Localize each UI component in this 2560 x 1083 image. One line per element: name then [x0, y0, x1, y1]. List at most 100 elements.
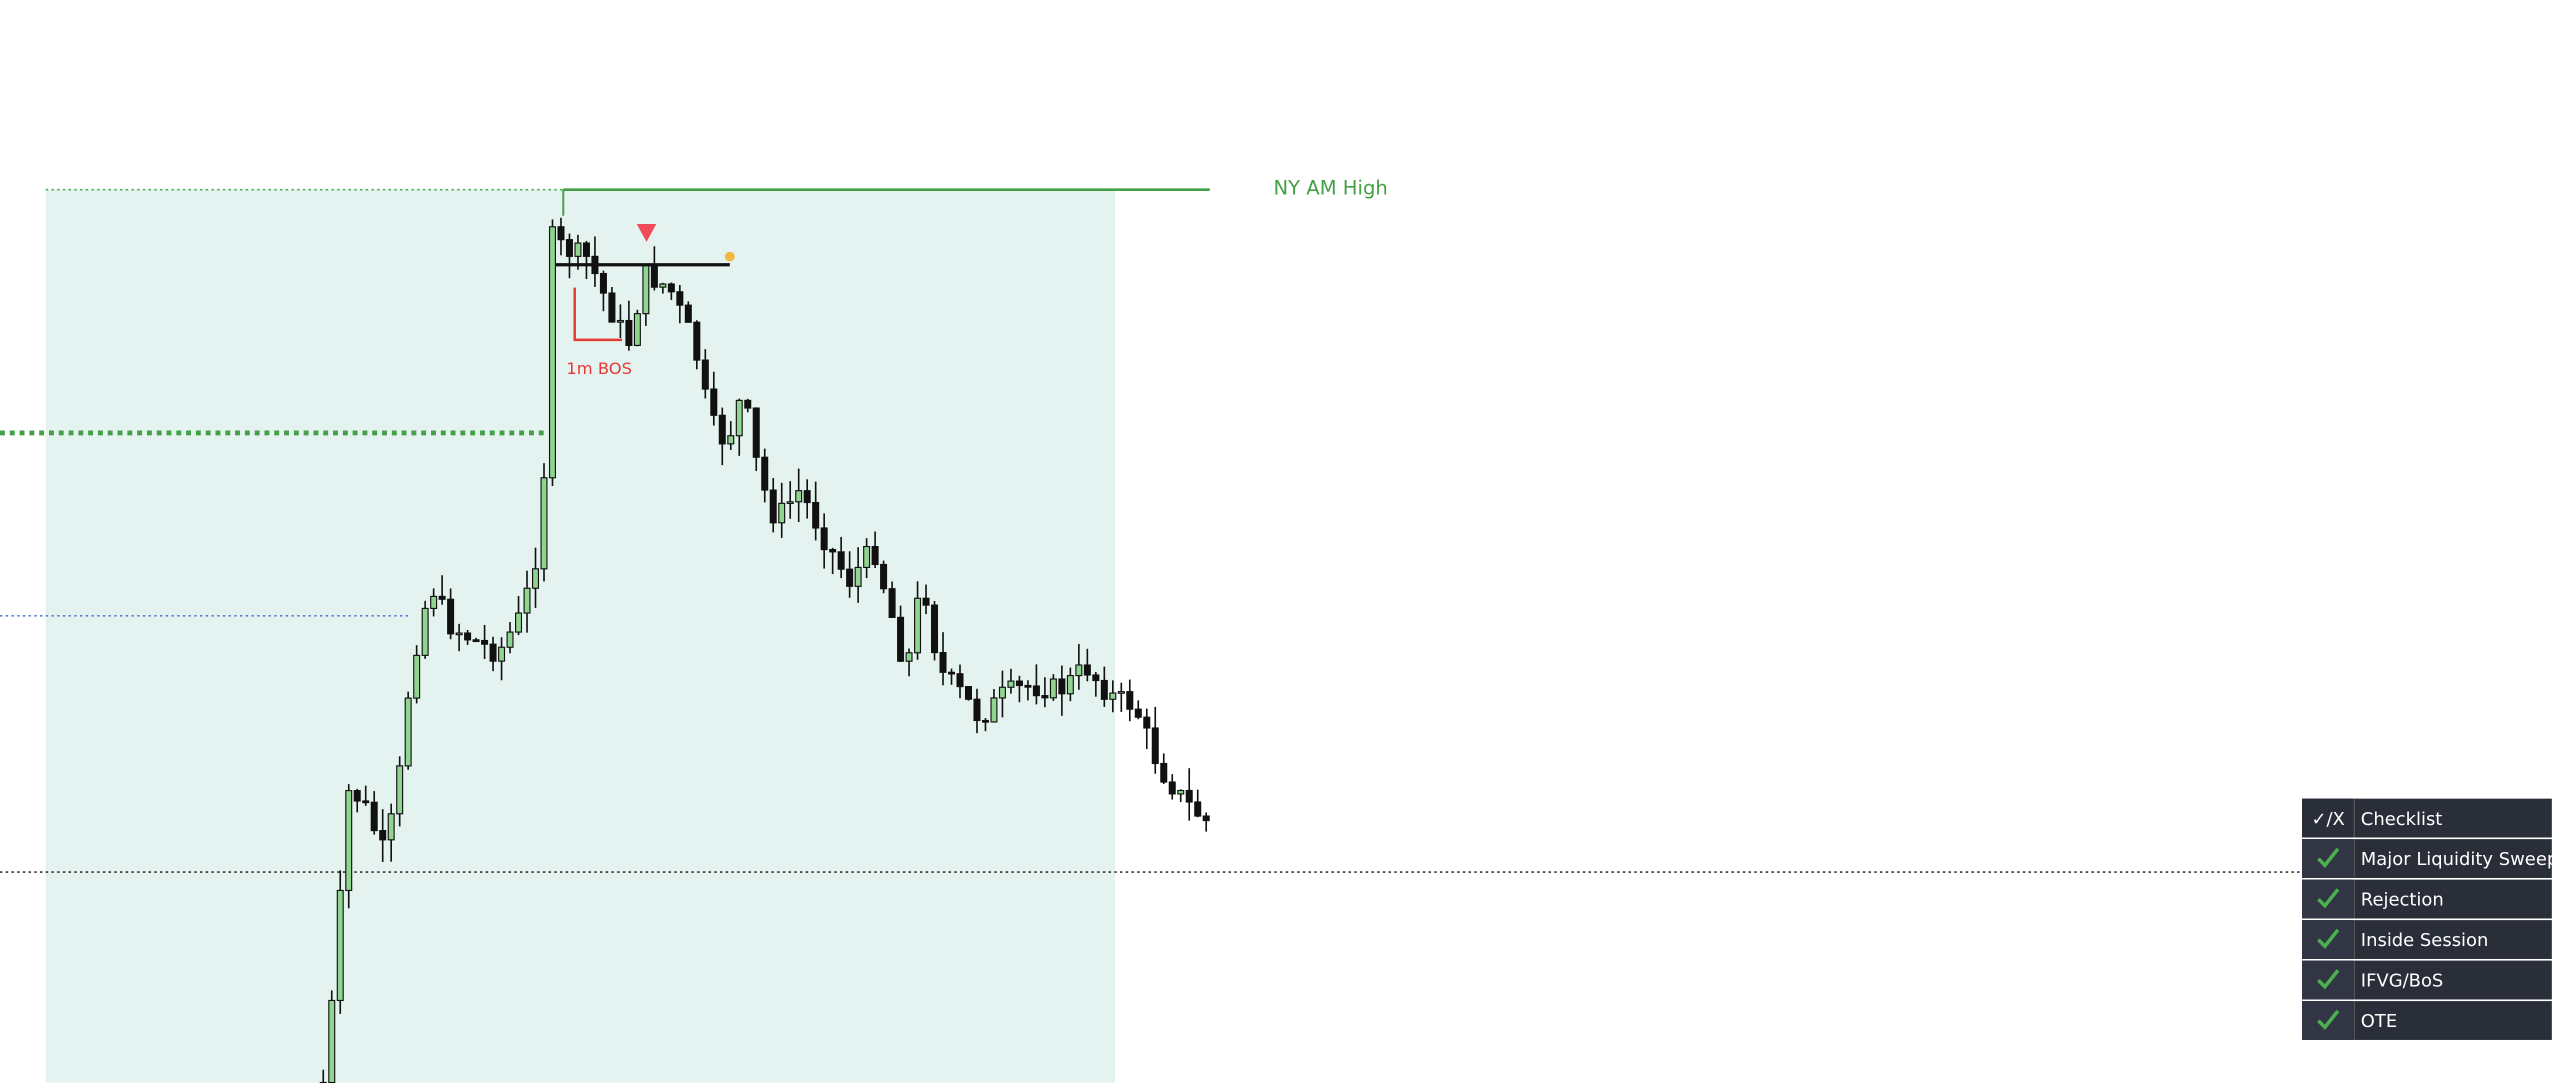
candle-body: [565, 239, 573, 257]
candle-body: [998, 686, 1006, 699]
checklist-header-title: Checklist: [2361, 809, 2443, 830]
candle-body: [515, 612, 523, 633]
candle-body: [863, 545, 871, 568]
bos-label: 1m BOS: [566, 359, 632, 378]
candle-body: [778, 502, 786, 524]
candle-body: [769, 489, 777, 524]
candle-body: [897, 616, 905, 662]
candle-body: [633, 313, 641, 346]
candles: [319, 217, 1210, 1083]
candle-body: [336, 889, 344, 1002]
checklist-item: Inside Session: [2361, 930, 2489, 951]
candle-body: [948, 671, 956, 675]
candle-body: [846, 568, 854, 587]
candle-body: [795, 490, 803, 503]
candle-body: [1049, 678, 1057, 699]
candle-body: [489, 643, 497, 662]
candle-body: [854, 566, 862, 587]
candle-body: [1092, 674, 1100, 682]
candle-body: [650, 264, 658, 288]
checklist-status-cell: [2302, 960, 2353, 1000]
candle-body: [616, 319, 624, 323]
candle-body: [1202, 815, 1210, 822]
candle-body: [735, 399, 743, 437]
checklist-item: OTE: [2361, 1011, 2397, 1032]
session-box: [45, 189, 1116, 1083]
candle-body: [871, 545, 879, 566]
candle-body: [1177, 789, 1185, 795]
candle-body: [1066, 675, 1074, 695]
candle-body: [973, 698, 981, 722]
checklist-header-icon: ✓/X: [2311, 809, 2344, 830]
candle-body: [481, 639, 489, 645]
candle-body: [1007, 680, 1015, 688]
candle-body: [1117, 691, 1125, 694]
candle-body: [752, 407, 760, 458]
candle-body: [803, 490, 811, 504]
candle-body: [370, 801, 378, 832]
candle-body: [438, 595, 446, 600]
candle-body: [404, 697, 412, 767]
candle-body: [328, 999, 336, 1083]
sell-marker: [636, 223, 657, 242]
candle-body: [557, 226, 565, 241]
candle-body: [1100, 679, 1108, 700]
checklist-status-cell: [2302, 1001, 2353, 1040]
candle-body: [447, 598, 455, 635]
candle-body: [710, 388, 718, 416]
candle-body: [523, 587, 531, 614]
session-high-label: NY AM High: [1273, 177, 1387, 200]
checklist-item: Rejection: [2361, 890, 2444, 911]
checklist-status-cell: [2302, 798, 2353, 838]
checklist-panel: ✓/X Checklist Major Liquidity Sweep Rejecti…: [2302, 798, 2558, 1040]
check-icon: [2317, 888, 2340, 909]
candle-body: [1024, 684, 1032, 688]
candle-body: [939, 652, 947, 673]
candle-body: [1032, 685, 1040, 697]
candle-body: [786, 501, 794, 505]
candle-body: [472, 639, 480, 643]
candle-body: [345, 790, 353, 892]
candle-body: [1109, 692, 1117, 700]
candle-body: [1041, 695, 1049, 699]
candle-body: [956, 673, 964, 688]
candle-body: [421, 607, 429, 656]
candle-body: [1075, 664, 1083, 677]
candle-body: [430, 595, 438, 609]
candle-body: [396, 765, 404, 815]
check-icon: [2317, 847, 2340, 868]
candle-body: [693, 321, 701, 361]
candle-body: [1160, 762, 1168, 783]
anchor-dot: [724, 251, 735, 262]
candle-body: [761, 456, 769, 491]
candle-body: [829, 549, 837, 553]
candle-body: [548, 226, 557, 479]
candle-body: [684, 304, 692, 323]
candle-body: [1126, 691, 1134, 710]
candle-body: [540, 477, 548, 570]
candle-body: [701, 359, 709, 390]
checklist-status-cell: [2302, 879, 2353, 919]
candle-body: [599, 272, 607, 294]
candle-body: [362, 800, 370, 804]
checklist-item: IFVG/BoS: [2361, 971, 2444, 992]
candle-body: [820, 527, 828, 551]
candle-body: [464, 632, 472, 641]
candle-body: [1134, 708, 1142, 718]
candle-body: [532, 568, 540, 589]
candle-body: [888, 588, 896, 618]
candle-body: [608, 292, 616, 323]
candle-body: [905, 652, 913, 662]
checklist-item: Major Liquidity Sweep: [2361, 849, 2558, 870]
candle-body: [667, 283, 675, 293]
candle-body: [1151, 727, 1159, 765]
candle-body: [744, 399, 752, 409]
bos-line: [573, 287, 623, 342]
candle-body: [1194, 801, 1202, 817]
candle-body: [379, 830, 387, 841]
candle-body: [625, 319, 633, 346]
candle-body: [413, 654, 421, 699]
check-icon: [2317, 1009, 2340, 1030]
